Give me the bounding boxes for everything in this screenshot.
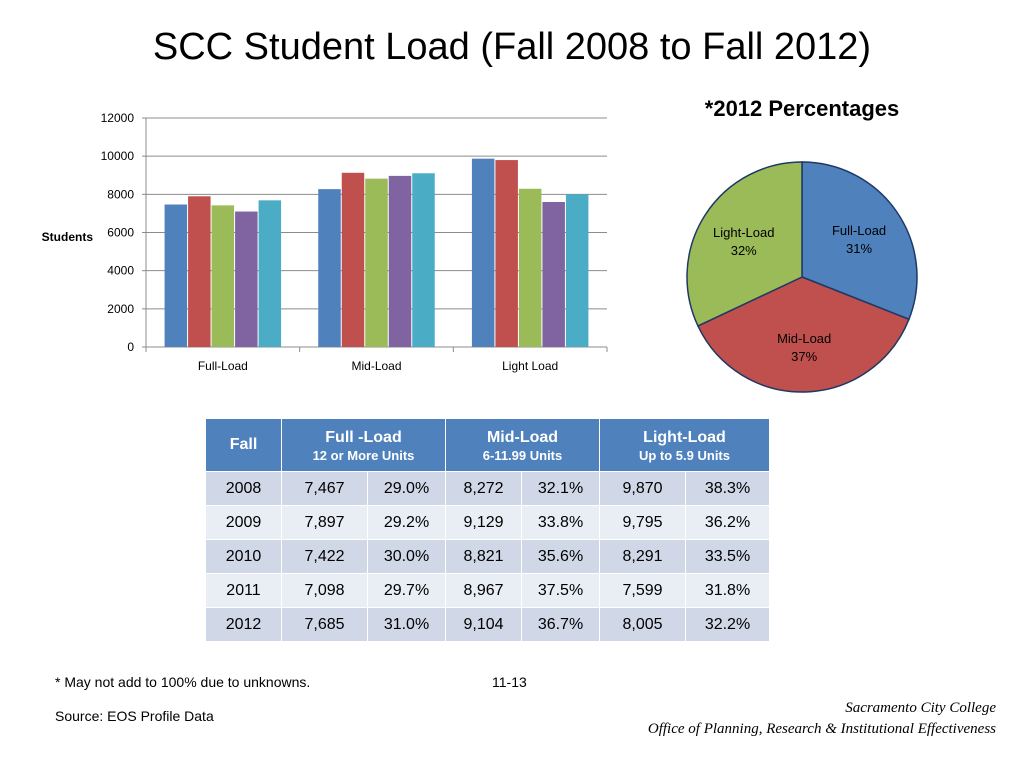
bar bbox=[495, 160, 518, 347]
table-cell: 9,104 bbox=[445, 607, 522, 642]
table-cell: 29.2% bbox=[367, 505, 446, 540]
y-tick-label: 2000 bbox=[107, 302, 134, 316]
mid-load-header: Mid-Load 6-11.99 Units bbox=[445, 418, 600, 472]
bar bbox=[365, 178, 388, 347]
light-load-header-title: Light-Load bbox=[643, 428, 726, 446]
pie-slice-percent: 31% bbox=[846, 241, 872, 256]
full-load-header: Full -Load 12 or More Units bbox=[281, 418, 446, 472]
table-cell: 7,422 bbox=[281, 539, 368, 574]
table-cell: 9,795 bbox=[599, 505, 686, 540]
table-cell: 7,599 bbox=[599, 573, 686, 608]
full-load-header-sub: 12 or More Units bbox=[312, 447, 415, 463]
table-cell: 31.0% bbox=[367, 607, 446, 642]
y-tick-label: 4000 bbox=[107, 264, 134, 278]
page-number: 11-13 bbox=[492, 674, 527, 690]
table-cell: 35.6% bbox=[521, 539, 600, 574]
table-row: 2009 7,897 29.2% 9,129 33.8% 9,795 36.2% bbox=[205, 505, 770, 540]
bar bbox=[258, 200, 282, 347]
table-cell: 30.0% bbox=[367, 539, 446, 574]
table-cell: 36.7% bbox=[521, 607, 600, 642]
bar bbox=[471, 158, 495, 347]
y-tick-label: 8000 bbox=[107, 187, 134, 201]
pie-slice bbox=[696, 276, 910, 393]
table-cell: 2011 bbox=[205, 573, 282, 608]
table-cell: 32.2% bbox=[685, 607, 770, 642]
pie-slice-label: Mid-Load bbox=[777, 331, 831, 346]
x-tick-label: Full-Load bbox=[198, 359, 248, 373]
source-note: Source: EOS Profile Data bbox=[55, 708, 214, 724]
table-row: 2011 7,098 29.7% 8,967 37.5% 7,599 31.8% bbox=[205, 573, 770, 608]
x-tick-label: Mid-Load bbox=[351, 359, 401, 373]
bar bbox=[388, 175, 412, 347]
light-load-header-sub: Up to 5.9 Units bbox=[638, 447, 730, 463]
college-credit: Sacramento City College Office of Planni… bbox=[648, 698, 996, 740]
table-cell: 9,129 bbox=[445, 505, 522, 540]
mid-load-header-title: Mid-Load bbox=[486, 428, 559, 446]
table-cell: 33.8% bbox=[521, 505, 600, 540]
table-cell: 31.8% bbox=[685, 573, 770, 608]
table-cell: 29.0% bbox=[367, 471, 446, 506]
table-cell: 7,467 bbox=[281, 471, 368, 506]
office-name: Office of Planning, Research & Instituti… bbox=[647, 721, 996, 737]
table-row: 2008 7,467 29.0% 8,272 32.1% 9,870 38.3% bbox=[205, 471, 770, 506]
pie-title: *2012 Percentages bbox=[705, 96, 899, 121]
table-cell: 2010 bbox=[205, 539, 282, 574]
table-cell: 37.5% bbox=[521, 573, 600, 608]
table-cell: 29.7% bbox=[367, 573, 446, 608]
full-load-header-title: Full -Load bbox=[325, 428, 402, 446]
table-cell: 7,098 bbox=[281, 573, 368, 608]
table-cell: 2009 bbox=[205, 505, 282, 540]
bar bbox=[164, 204, 188, 347]
pie-slice-label: Full-Load bbox=[832, 223, 886, 238]
y-tick-label: 12000 bbox=[101, 111, 135, 125]
table-cell: 32.1% bbox=[521, 471, 600, 506]
table-cell: 7,685 bbox=[281, 607, 368, 642]
table-cell: 33.5% bbox=[685, 539, 770, 574]
pie-slice bbox=[801, 161, 918, 321]
pie-slice bbox=[686, 161, 803, 327]
mid-load-header-sub: 6-11.99 Units bbox=[482, 447, 563, 463]
pie-slice-label: Light-Load bbox=[713, 225, 774, 240]
fall-header: Fall bbox=[205, 418, 282, 472]
table-cell: 8,005 bbox=[599, 607, 686, 642]
slide-title: SCC Student Load (Fall 2008 to Fall 2012… bbox=[152, 26, 872, 68]
pie-slice-percent: 37% bbox=[791, 349, 817, 364]
bar bbox=[542, 201, 565, 347]
table-row: 2010 7,422 30.0% 8,821 35.6% 8,291 33.5% bbox=[205, 539, 770, 574]
bar bbox=[341, 172, 365, 347]
bar bbox=[188, 196, 211, 347]
y-tick-label: 0 bbox=[127, 340, 134, 354]
student-load-table: Fall Full -Load 12 or More Units Mid-Loa… bbox=[205, 418, 770, 642]
footnote: * May not add to 100% due to unknowns. bbox=[55, 674, 311, 690]
x-tick-label: Light Load bbox=[502, 359, 558, 373]
bar-chart: 0 2000 4000 6000 8000 10000 12000 Full-Load Mid-… bbox=[42, 111, 608, 373]
bar bbox=[235, 211, 258, 347]
pie-chart: *2012 Percentages Full-Load 31% Mid-Load 37%… bbox=[686, 96, 918, 393]
bar bbox=[565, 194, 589, 347]
bar bbox=[518, 188, 542, 347]
table-cell: 36.2% bbox=[685, 505, 770, 540]
table-cell: 8,821 bbox=[445, 539, 522, 574]
table-row: 2012 7,685 31.0% 9,104 36.7% 8,005 32.2% bbox=[205, 607, 770, 642]
table-cell: 7,897 bbox=[281, 505, 368, 540]
table-cell: 8,272 bbox=[445, 471, 522, 506]
y-tick-label: 6000 bbox=[107, 226, 134, 240]
bar bbox=[412, 173, 435, 347]
bar bbox=[318, 189, 341, 347]
y-tick-label: 10000 bbox=[101, 149, 135, 163]
table-cell: 8,967 bbox=[445, 573, 522, 608]
y-axis-label: Students bbox=[42, 230, 94, 244]
table-cell: 38.3% bbox=[685, 471, 770, 506]
pie-slice-percent: 32% bbox=[731, 243, 757, 258]
table-cell: 2012 bbox=[205, 607, 282, 642]
bar bbox=[211, 205, 235, 347]
table-cell: 9,870 bbox=[599, 471, 686, 506]
college-name: Sacramento City College bbox=[845, 700, 996, 716]
light-load-header: Light-Load Up to 5.9 Units bbox=[599, 418, 770, 472]
table-cell: 8,291 bbox=[599, 539, 686, 574]
table-cell: 2008 bbox=[205, 471, 282, 506]
